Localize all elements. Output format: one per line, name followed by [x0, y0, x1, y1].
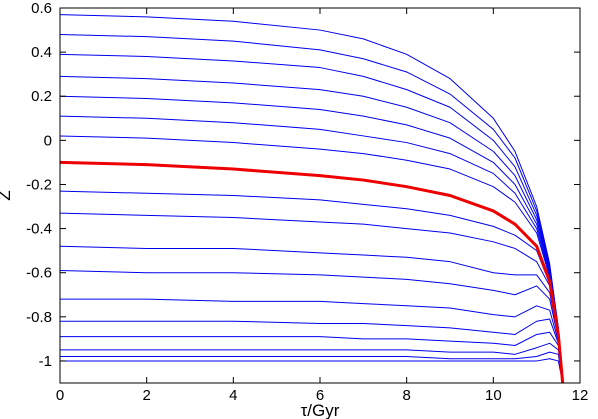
series-line [59, 14, 564, 384]
y-tick-label: -0.4 [26, 221, 52, 238]
y-tick-label: -1 [39, 353, 52, 370]
series-line [60, 298, 564, 384]
x-tick-label: 10 [485, 387, 502, 404]
ticks-group: 0 2 4 6 8 10 12 0.6 0.4 0.2 0 -0.2 -0.4 -0.6 -0.8 -1 [26, 0, 588, 404]
series-line [60, 342, 564, 384]
plot-frame [59, 7, 581, 384]
x-tick-label: 4 [229, 387, 237, 404]
y-axis-label: Z [0, 190, 14, 200]
series-line [59, 95, 564, 384]
y-tick-label: 0.6 [31, 0, 52, 17]
x-tick-label: 2 [142, 387, 150, 404]
x-axis-label: τ/Gyr [301, 401, 340, 419]
highlight-series-line [59, 160, 565, 384]
series-line [59, 190, 564, 384]
series-line [59, 75, 564, 384]
y-tick-label: 0 [44, 132, 52, 149]
series-line [59, 212, 564, 384]
series-line [59, 33, 564, 384]
x-tick-label: 0 [56, 387, 64, 404]
y-tick-label: -0.8 [26, 309, 52, 326]
x-tick-label: 8 [402, 387, 410, 404]
curves-group [59, 14, 565, 384]
series-line [59, 115, 564, 384]
series-line [59, 53, 564, 384]
series-line [60, 351, 564, 384]
series-line [60, 318, 564, 384]
y-tick-label: -0.2 [26, 176, 52, 193]
x-tick-label: 6 [316, 387, 324, 404]
x-tick-label: 12 [572, 387, 589, 404]
y-tick-label: 0.2 [31, 88, 52, 105]
series-line [59, 270, 564, 384]
y-tick-label: -0.6 [26, 265, 52, 282]
series-line [59, 135, 564, 384]
series-line [60, 331, 564, 384]
y-tick-label: 0.4 [31, 44, 52, 61]
series-line [60, 358, 564, 384]
series-line [59, 245, 564, 384]
